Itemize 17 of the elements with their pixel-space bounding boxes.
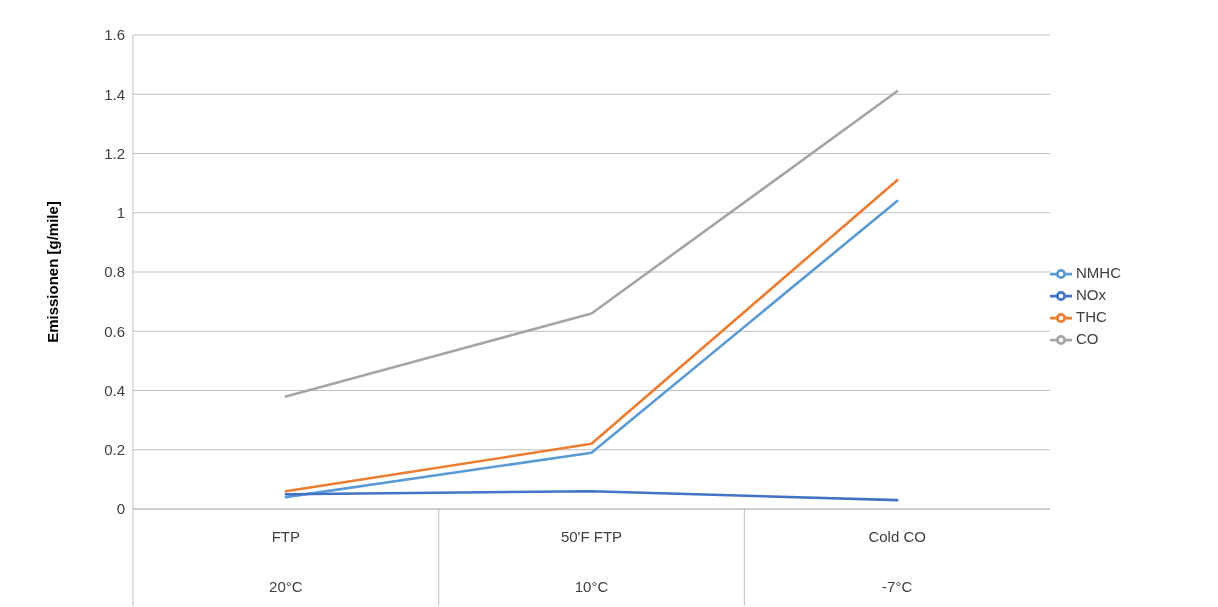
y-tick-label: 1 bbox=[116, 204, 125, 222]
y-tick-label: 1.4 bbox=[104, 85, 125, 103]
y-tick-label: 1.6 bbox=[104, 26, 125, 44]
y-tick-label: 0.8 bbox=[104, 263, 125, 281]
category-label: Cold CO -7°C bbox=[868, 528, 926, 595]
legend-label: NOx bbox=[1076, 285, 1106, 303]
y-tick-label: 0.2 bbox=[104, 441, 125, 459]
y-axis-title: Emissionen [g/mile] bbox=[44, 201, 62, 343]
y-tick-label: 0.4 bbox=[104, 381, 125, 399]
y-tick-label: 0.6 bbox=[104, 322, 125, 340]
legend-label: NMHC bbox=[1076, 263, 1121, 281]
legend-label: THC bbox=[1076, 307, 1107, 325]
category-label: 50'F FTP 10°C bbox=[560, 528, 623, 595]
category-label: FTP 20°C bbox=[269, 528, 303, 595]
y-tick-label: 1.2 bbox=[104, 144, 125, 162]
y-tick-label: 0 bbox=[116, 500, 125, 518]
legend-label: CO bbox=[1076, 329, 1099, 347]
